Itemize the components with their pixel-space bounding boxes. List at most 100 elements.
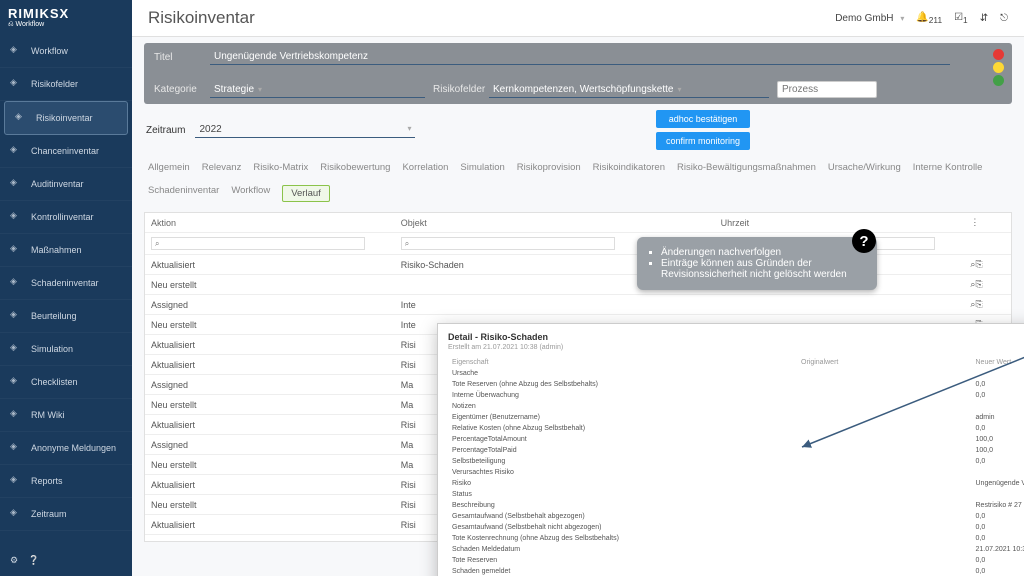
confirm-button[interactable]: confirm monitoring [656, 132, 750, 150]
riskfield-select[interactable]: Kernkompetenzen, Wertschöpfungskette▾ [489, 82, 769, 98]
sidebar-item-zeitraum[interactable]: ◈Zeitraum [0, 498, 132, 531]
tab-korrelation[interactable]: Korrelation [402, 162, 448, 173]
tab-simulation[interactable]: Simulation [460, 162, 504, 173]
tab-verlauf[interactable]: Verlauf [282, 185, 330, 202]
sidebar-item-workflow[interactable]: ◈ Workflow [0, 35, 132, 68]
tab-risikobewertung[interactable]: Risikobewertung [320, 162, 390, 173]
share-icon[interactable]: ⇵ [980, 13, 988, 24]
sidebar-item-label: Risikoinventar [36, 113, 93, 123]
tab-allgemein[interactable]: Allgemein [148, 162, 190, 173]
bell-icon[interactable]: 🔔211 [916, 12, 942, 25]
copy-icon[interactable]: ⎘ [975, 259, 982, 269]
sidebar-item-label: Auditinventar [31, 179, 84, 189]
nav-icon: ◈ [10, 441, 24, 455]
nav-icon: ◈ [10, 243, 24, 257]
help-icon[interactable]: ❔ [28, 555, 39, 566]
title-field[interactable] [210, 49, 950, 65]
info-tooltip: Änderungen nachverfolgen Einträge können… [637, 237, 877, 290]
modal-row: PercentageTotalAmount100,0 [448, 434, 1024, 445]
copy-icon[interactable]: ⎘ [975, 299, 982, 309]
zeitraum-label: Zeitraum [146, 125, 185, 136]
sidebar-item-auditinventar[interactable]: ◈ Auditinventar [0, 168, 132, 201]
sidebar-item-chanceninventar[interactable]: ◈ Chanceninventar [0, 135, 132, 168]
modal-row: Schaden gemeldet0,0 [448, 566, 1024, 576]
nav-icon: ◈ [10, 77, 24, 91]
tab-risiko-bewältigungsmaßnahmen[interactable]: Risiko-Bewältigungsmaßnahmen [677, 162, 816, 173]
process-field[interactable] [777, 81, 877, 98]
riskfield-label: Risikofelder [433, 84, 481, 95]
modal-row: Ursache [448, 368, 1024, 379]
settings-icon[interactable]: ⚙ [10, 555, 18, 566]
sidebar-item-reports[interactable]: ◈Reports [0, 465, 132, 498]
sidebar-item-maßnahmen[interactable]: ◈ Maßnahmen [0, 234, 132, 267]
row-actions: ⌕⎘ [964, 275, 1011, 295]
tab-risikoindikatoren[interactable]: Risikoindikatoren [593, 162, 665, 173]
nav-icon: ◈ [10, 309, 24, 323]
modal-title: Detail - Risiko-Schaden [448, 332, 1024, 342]
tab-schadeninventar[interactable]: Schadeninventar [148, 185, 219, 202]
modal-row: Selbstbeteiligung0,0 [448, 456, 1024, 467]
tab-relevanz[interactable]: Relevanz [202, 162, 242, 173]
sidebar-item-anonyme meldungen[interactable]: ◈ Anonyme Meldungen [0, 432, 132, 465]
col-header[interactable]: Objekt [395, 213, 645, 233]
detail-header: Titel Kategorie Strategie▾ Risikofelder … [144, 43, 1012, 104]
sidebar-item-label: Maßnahmen [31, 245, 82, 255]
brand-sub: Workflow [16, 21, 45, 28]
logout-icon[interactable]: ⎋ [1000, 13, 1008, 24]
sidebar-item-checklisten[interactable]: ◈ Checklisten [0, 366, 132, 399]
check-icon[interactable]: ☑1 [954, 12, 968, 25]
nav-icon: ◈ [10, 177, 24, 191]
col-header[interactable]: Uhrzeit [715, 213, 965, 233]
sidebar-item-label: Workflow [31, 46, 68, 56]
modal-row: Eigentümer (Benutzername)admin [448, 412, 1024, 423]
filter-input[interactable] [401, 237, 615, 250]
sidebar-item-schadeninventar[interactable]: ◈Schadeninventar [0, 267, 132, 300]
tab-workflow[interactable]: Workflow [231, 185, 270, 202]
sidebar-item-risikoinventar[interactable]: ◈ Risikoinventar [4, 101, 128, 135]
modal-row: Relative Kosten (ohne Abzug Selbstbehalt… [448, 423, 1024, 434]
table-row: AssignedInte⌕⎘ [145, 295, 1011, 315]
nav-icon: ◈ [10, 375, 24, 389]
detail-modal: Detail - Risiko-Schaden Erstellt am 21.0… [437, 323, 1024, 576]
filter-input[interactable] [151, 237, 365, 250]
col-header[interactable] [645, 213, 715, 233]
nav-icon: ◈ [10, 408, 24, 422]
sidebar-item-simulation[interactable]: ◈ Simulation [0, 333, 132, 366]
row-actions: ⌕⎘ [964, 295, 1011, 315]
nav-icon: ◈ [10, 342, 24, 356]
zeitraum-select[interactable]: 2022▾ [195, 122, 415, 138]
sidebar-item-label: Anonyme Meldungen [31, 443, 116, 453]
tab-ursache/wirkung[interactable]: Ursache/Wirkung [828, 162, 901, 173]
modal-row: Interne Überwachung0,0 [448, 390, 1024, 401]
copy-icon[interactable]: ⎘ [975, 279, 982, 289]
title-label: Titel [154, 52, 202, 63]
sidebar-item-label: Risikofelder [31, 79, 78, 89]
nav-icon: ◈ [15, 111, 29, 125]
category-label: Kategorie [154, 84, 202, 95]
table-row: AktualisiertRisiko-Schaden24.04.2022 12:… [145, 255, 1011, 275]
sidebar-item-beurteilung[interactable]: ◈Beurteilung [0, 300, 132, 333]
adhoc-button[interactable]: adhoc bestätigen [656, 110, 750, 128]
modal-row: BeschreibungRestrisiko # 27 [448, 500, 1024, 511]
sidebar-item-label: Checklisten [31, 377, 78, 387]
category-select[interactable]: Strategie▾ [210, 82, 425, 98]
help-badge[interactable]: ? [852, 229, 876, 253]
sidebar-item-label: Chanceninventar [31, 146, 99, 156]
nav-icon: ◈ [10, 44, 24, 58]
sidebar-item-kontrollinventar[interactable]: ◈Kontrollinventar [0, 201, 132, 234]
traffic-light [993, 49, 1004, 86]
col-header[interactable]: Aktion [145, 213, 395, 233]
nav-icon: ◈ [10, 474, 24, 488]
sidebar-item-label: Schadeninventar [31, 278, 99, 288]
tab-risikoprovision[interactable]: Risikoprovision [517, 162, 581, 173]
nav-icon: ◈ [10, 144, 24, 158]
tab-risiko-matrix[interactable]: Risiko-Matrix [253, 162, 308, 173]
sidebar-item-label: Simulation [31, 344, 73, 354]
tooltip-line: Änderungen nachverfolgen [661, 247, 865, 258]
modal-col: Eigenschaft [448, 357, 797, 368]
modal-row: Gesamtaufwand (Selbstbehalt nicht abgezo… [448, 522, 1024, 533]
tab-interne kontrolle[interactable]: Interne Kontrolle [913, 162, 983, 173]
sidebar-item-rm wiki[interactable]: ◈RM Wiki [0, 399, 132, 432]
org-selector[interactable]: Demo GmbH ▾ [835, 13, 904, 24]
sidebar-item-risikofelder[interactable]: ◈ Risikofelder [0, 68, 132, 101]
